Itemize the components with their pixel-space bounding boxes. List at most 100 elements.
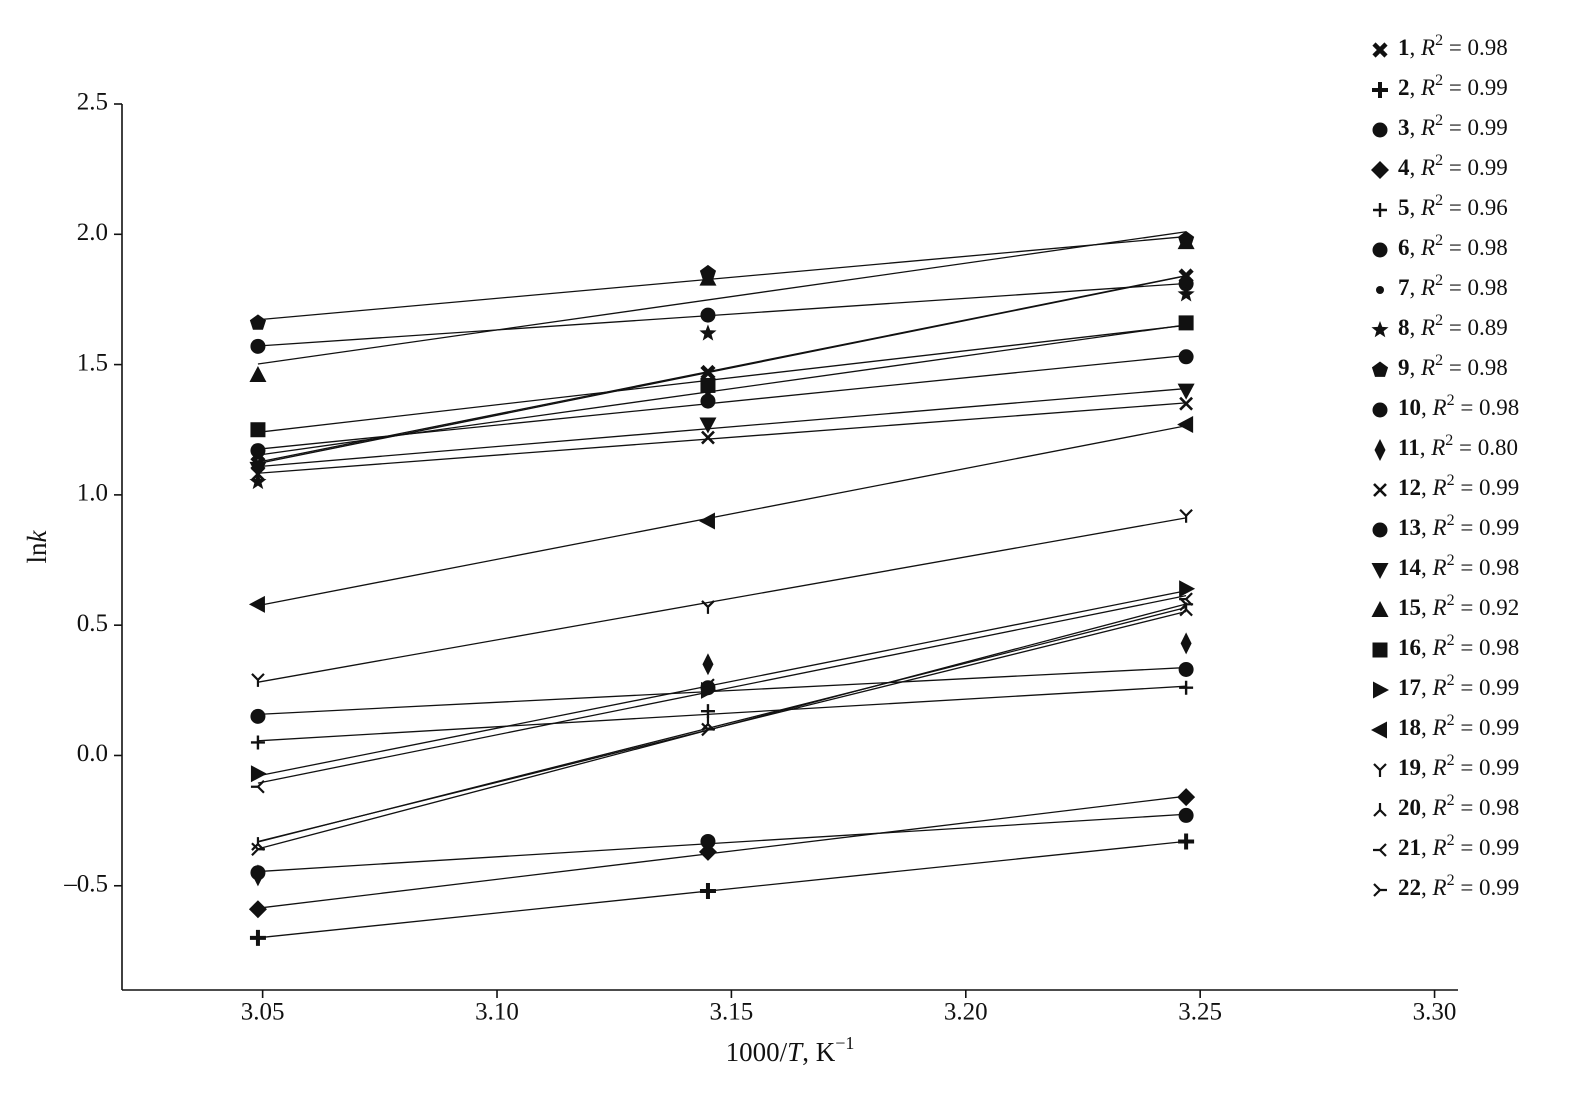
y-label-prefix: ln (22, 542, 52, 564)
marker-part (1178, 807, 1194, 823)
legend-stat-equals: = (1455, 675, 1479, 700)
legend-r2: 0.99 (1479, 835, 1519, 860)
marker-part (1178, 315, 1194, 331)
legend-stat-symbol: R (1420, 275, 1435, 300)
y-tick-label: 0.0 (77, 740, 108, 767)
point (253, 451, 262, 460)
legend-stat-prefix: , (1421, 675, 1433, 700)
legend-stat-equals: = (1455, 755, 1479, 780)
legend-stat-prefix: , (1421, 875, 1433, 900)
legend-r2: 0.99 (1479, 755, 1519, 780)
marker-part (1373, 763, 1387, 777)
x-label-unit: , K (802, 1037, 836, 1067)
legend-entry: 6, R2 = 0.98 (1398, 232, 1508, 261)
legend-stat-exponent: 2 (1435, 192, 1443, 209)
legend-stat-equals: = (1455, 635, 1479, 660)
legend-stat-equals: = (1443, 75, 1467, 100)
legend-r2: 0.98 (1468, 355, 1508, 380)
y-tick-label: 0.5 (77, 610, 108, 637)
legend-r2: 0.99 (1468, 155, 1508, 180)
legend-marker (1372, 42, 1388, 58)
marker-part (1179, 680, 1194, 695)
legend-stat-equals: = (1443, 115, 1467, 140)
fit-line (257, 795, 1187, 909)
marker-part (249, 314, 267, 330)
point (1178, 349, 1194, 365)
legend-marker (1373, 763, 1387, 777)
marker-part (251, 842, 265, 857)
legend-stat-exponent: 2 (1435, 352, 1443, 369)
legend-marker (1371, 601, 1389, 617)
legend-entry: 16, R2 = 0.98 (1398, 632, 1519, 661)
legend-r2: 0.99 (1468, 115, 1508, 140)
legend-stat-symbol: R (1432, 835, 1447, 860)
legend-stat-exponent: 2 (1447, 392, 1455, 409)
legend-stat-symbol: R (1420, 235, 1435, 260)
legend-marker (1371, 361, 1389, 377)
marker-part (250, 779, 265, 794)
marker-part (1372, 642, 1388, 658)
point (250, 708, 266, 724)
fit-line (257, 274, 1187, 463)
fit-line (257, 840, 1187, 939)
legend-stat-prefix: , (1421, 475, 1433, 500)
point (249, 314, 267, 330)
legend-marker (1371, 721, 1387, 739)
legend-stat-prefix: , (1421, 795, 1433, 820)
legend-stat-symbol: R (1432, 515, 1447, 540)
legend-r2: 0.98 (1479, 395, 1519, 420)
legend-marker (1372, 522, 1388, 538)
marker-part (1373, 203, 1387, 217)
legend-stat-equals: = (1443, 355, 1467, 380)
marker-part (249, 472, 267, 490)
x-axis-label: 1000/T, K−1 (726, 1033, 855, 1067)
legend-marker (1374, 439, 1386, 461)
point (250, 865, 266, 881)
marker-part (1373, 843, 1387, 857)
marker-part (699, 269, 717, 286)
legend-r2: 0.99 (1479, 875, 1519, 900)
marker-part (1372, 42, 1388, 58)
legend-name: 9 (1398, 355, 1410, 380)
marker-part (1177, 788, 1196, 807)
marker-part (699, 417, 717, 434)
legend-stat-exponent: 2 (1435, 72, 1443, 89)
legend-r2: 0.96 (1468, 195, 1508, 220)
point (248, 900, 267, 919)
legend-stat-equals: = (1455, 835, 1479, 860)
point (699, 324, 717, 341)
point (250, 443, 266, 459)
legend-stat-symbol: R (1420, 315, 1435, 340)
x-tick-label: 3.20 (944, 999, 988, 1026)
legend-r2: 0.80 (1478, 435, 1518, 460)
point (250, 422, 266, 438)
point (699, 882, 716, 899)
point (700, 678, 715, 692)
fit-line (257, 402, 1187, 474)
legend-stat-exponent: 2 (1447, 712, 1455, 729)
legend-stat-prefix: , (1410, 155, 1422, 180)
legend-stat-exponent: 2 (1447, 472, 1455, 489)
legend-stat-equals: = (1455, 715, 1479, 740)
marker-part (700, 393, 716, 409)
legend-name: 10 (1398, 395, 1421, 420)
legend-stat-equals: = (1443, 275, 1467, 300)
marker-part (250, 765, 267, 783)
legend-stat-prefix: , (1410, 75, 1422, 100)
legend-stat-exponent: 2 (1435, 32, 1443, 49)
fit-line (257, 324, 1187, 456)
marker-part (1374, 439, 1386, 461)
point (699, 417, 717, 434)
point (1177, 233, 1195, 250)
legend-entry: 22, R2 = 0.99 (1398, 872, 1519, 901)
legend-entry: 15, R2 = 0.92 (1398, 592, 1519, 621)
legend-name: 12 (1398, 475, 1421, 500)
legend-stat-symbol: R (1432, 755, 1447, 780)
legend-stat-exponent: 2 (1435, 272, 1443, 289)
legend-stat-prefix: , (1410, 355, 1422, 380)
marker-part (1373, 883, 1387, 897)
legend-stat-prefix: , (1421, 595, 1433, 620)
marker-part (1177, 233, 1195, 250)
marker-part (250, 865, 266, 881)
legend-marker (1371, 563, 1389, 579)
